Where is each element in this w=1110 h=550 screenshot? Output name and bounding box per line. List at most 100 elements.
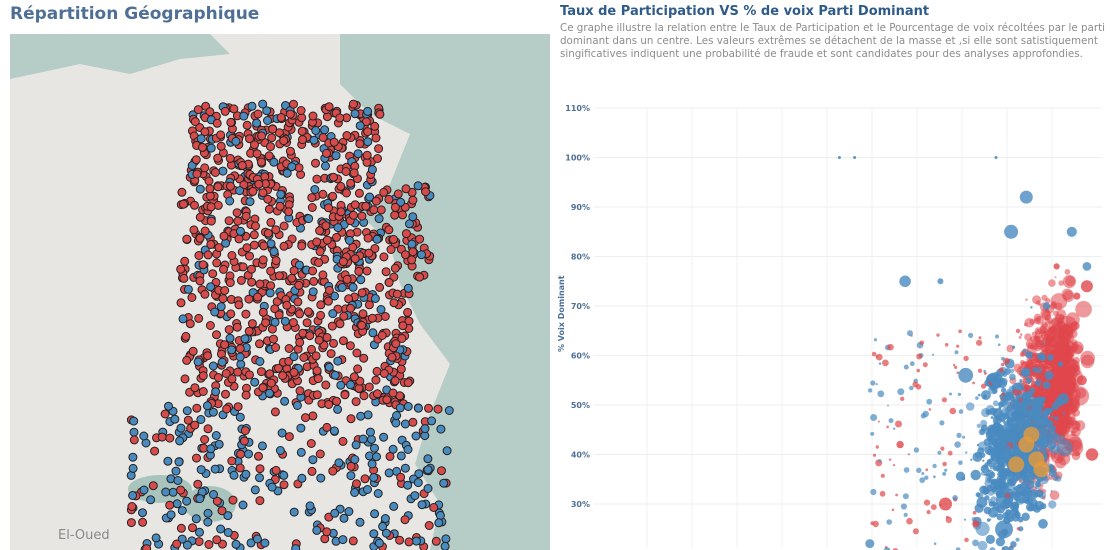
scatter-point [968, 332, 974, 338]
map-point [227, 374, 237, 384]
map-point [271, 256, 281, 266]
scatter-points [837, 156, 1099, 550]
scatter-point [985, 534, 995, 544]
map-point [296, 447, 306, 457]
scatter-point [987, 469, 991, 473]
scatter-point [909, 385, 914, 391]
map-point [257, 441, 267, 451]
scatter-point [900, 396, 905, 401]
scatter-point [1007, 477, 1017, 487]
map-point [333, 223, 343, 233]
map-point [368, 328, 378, 338]
map-point [258, 383, 268, 393]
map-point [413, 478, 423, 488]
map-point [190, 117, 200, 127]
map-point [218, 294, 228, 304]
map-point [210, 168, 220, 177]
scatter-point [1011, 501, 1020, 510]
scatter-point [1051, 380, 1056, 385]
scatter-point [1041, 322, 1048, 329]
map-point [360, 474, 370, 484]
map-point [225, 196, 235, 206]
map-point [311, 126, 321, 135]
scatter-point [1054, 397, 1064, 407]
scatter-point [1058, 280, 1064, 286]
map-point [414, 469, 424, 479]
map-point [296, 106, 306, 115]
map-point [367, 459, 377, 469]
map-point [255, 496, 265, 506]
map-point [363, 485, 372, 494]
map-point [350, 254, 360, 264]
map-point [241, 390, 251, 400]
map-point [264, 151, 274, 161]
scatter-point [1012, 449, 1020, 457]
map-point [340, 390, 350, 400]
map-point [372, 366, 382, 376]
map-point [372, 234, 382, 244]
scatter-point [893, 427, 896, 430]
geo-panel: Répartition Géographique El-Oued [0, 0, 552, 550]
scatter-point [965, 451, 968, 454]
map-point [345, 235, 354, 245]
map-point [420, 424, 430, 434]
map-point [195, 276, 205, 286]
scatter-point [1019, 479, 1022, 483]
map-point [214, 243, 224, 253]
map-point [165, 433, 175, 443]
scatter-point [1052, 385, 1056, 390]
scatter-chart[interactable]: 110%100%90%80%70%60%50%40%30%20% [552, 92, 1110, 550]
scatter-point [1002, 372, 1007, 377]
scatter-point [1030, 306, 1033, 309]
scatter-point [1016, 476, 1020, 480]
map-point [220, 106, 230, 116]
scatter-point [954, 441, 961, 448]
scatter-point [1023, 322, 1028, 327]
map-point [266, 378, 276, 388]
map-point [324, 400, 334, 409]
scatter-point [976, 497, 988, 508]
scatter-point [1042, 302, 1051, 310]
map-point [369, 529, 379, 539]
map-point [297, 126, 307, 136]
scatter-point [977, 492, 984, 499]
map-point [361, 117, 371, 127]
map-view[interactable]: El-Oued [10, 34, 550, 550]
scatter-point [1061, 288, 1074, 301]
scatter-point [1051, 425, 1057, 431]
map-point [259, 241, 269, 251]
map-point [190, 420, 200, 430]
scatter-point [1002, 464, 1006, 468]
map-point [346, 414, 356, 424]
map-point [244, 449, 253, 459]
map-point [313, 374, 323, 384]
scatter-point [963, 518, 966, 521]
map-point [289, 99, 298, 109]
map-city-label: El-Oued [58, 528, 110, 543]
scatter-point [872, 453, 877, 457]
map-point [408, 212, 418, 222]
map-point [350, 455, 360, 464]
map-point [359, 353, 369, 363]
map-point [358, 434, 368, 444]
scatter-point [1038, 303, 1041, 306]
map-point [176, 264, 186, 274]
scatter-point [1001, 546, 1005, 550]
map-point [314, 258, 324, 268]
scatter-point [983, 506, 992, 515]
map-point [374, 214, 384, 224]
scatter-point [892, 464, 896, 467]
map-point [172, 499, 182, 509]
map-point [332, 232, 341, 242]
map-point [436, 424, 446, 434]
map-point [390, 376, 400, 386]
map-point [384, 278, 394, 287]
map-point [433, 404, 443, 414]
map-point [206, 282, 216, 292]
map-point [195, 233, 205, 243]
scatter-point [1018, 420, 1027, 429]
scatter-point [933, 475, 936, 479]
scatter-panel: Taux de Participation VS % de voix Parti… [552, 0, 1110, 550]
scatter-point [1073, 292, 1081, 300]
map-point [431, 536, 441, 546]
